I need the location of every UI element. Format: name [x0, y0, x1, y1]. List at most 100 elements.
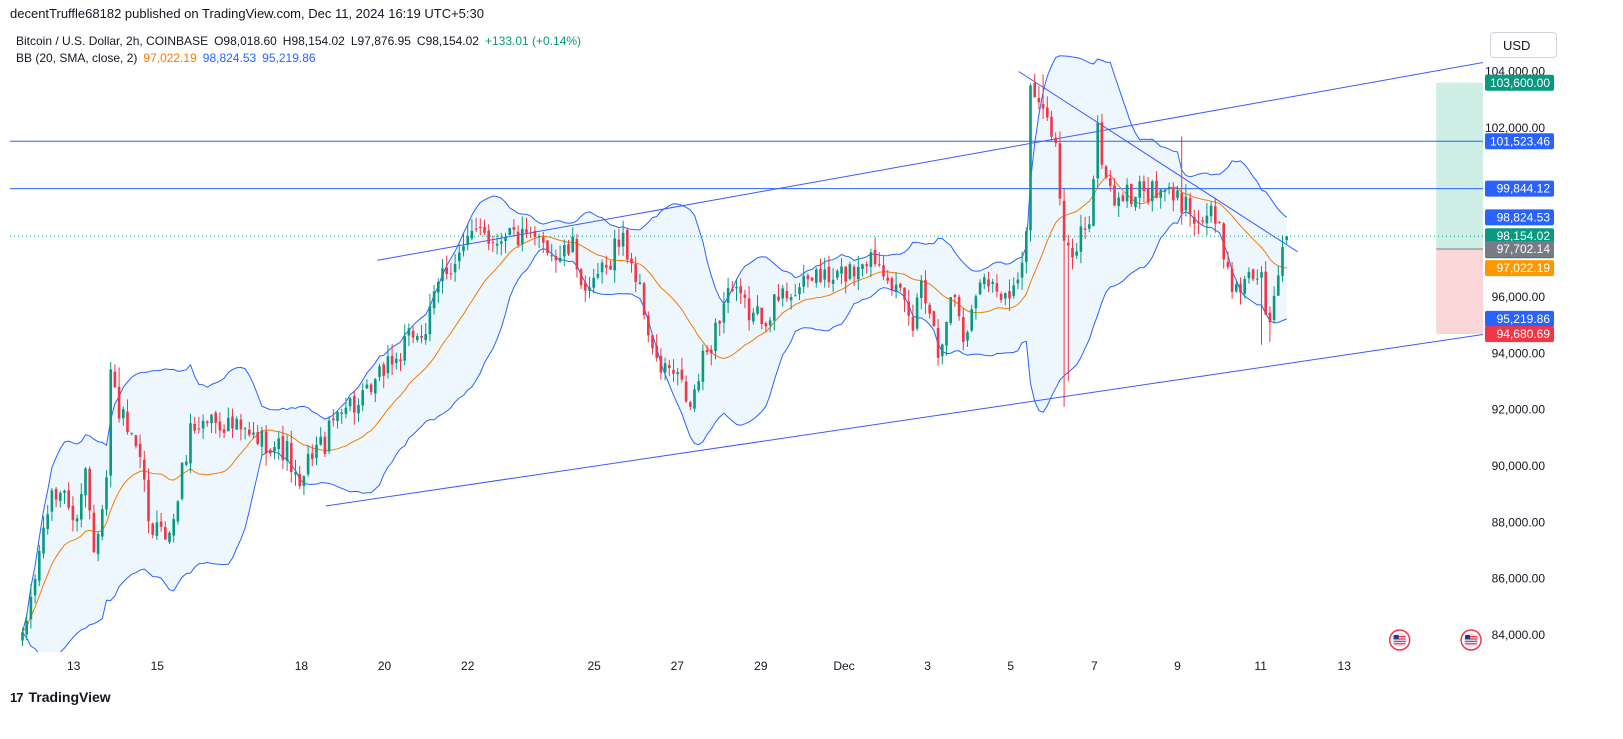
candle-body: [462, 246, 465, 252]
candle: [277, 431, 280, 460]
candle: [1016, 272, 1020, 290]
candle-body: [1075, 251, 1078, 256]
candle-body: [491, 242, 495, 244]
candle-body: [294, 472, 297, 475]
candle: [802, 264, 805, 294]
candle: [487, 224, 490, 251]
candle: [1184, 184, 1188, 217]
candle-body: [479, 226, 482, 228]
candle-body: [1121, 195, 1125, 201]
candle: [558, 245, 562, 263]
candle: [1167, 182, 1171, 195]
candle-body: [365, 384, 369, 389]
chart-legend: Bitcoin / U.S. Dollar, 2h, COINBASE O98,…: [16, 33, 581, 67]
candle-body: [428, 306, 432, 335]
candle: [1268, 306, 1272, 342]
candle: [1104, 164, 1108, 179]
candle-body: [1172, 187, 1175, 201]
candle: [88, 466, 91, 520]
candle-body: [970, 309, 973, 331]
candle-body: [894, 284, 898, 292]
x-tick-label: 13: [1338, 659, 1352, 673]
candle: [168, 531, 171, 545]
candle-body: [672, 369, 675, 374]
candle: [1260, 265, 1263, 345]
candle-body: [777, 296, 780, 301]
tp2-tag: 101,523.46: [1485, 133, 1554, 150]
candle-body: [626, 230, 629, 260]
candle-body: [521, 228, 524, 244]
candle-body: [340, 412, 343, 414]
candle-body: [668, 365, 671, 368]
candle-body: [852, 266, 856, 277]
candle: [1193, 209, 1196, 236]
candle-body: [739, 286, 742, 294]
event-flag-icon: [1388, 629, 1411, 651]
x-tick-label: 15: [151, 659, 165, 673]
candle: [903, 287, 906, 313]
candle: [420, 324, 423, 344]
candle: [1230, 261, 1234, 299]
lower-channel-line: [325, 334, 1483, 507]
candle-body: [827, 266, 831, 283]
candle-body: [495, 243, 499, 246]
candle: [1188, 192, 1192, 227]
candle: [500, 232, 503, 256]
candle-body: [75, 518, 79, 522]
candle-body: [1004, 293, 1007, 299]
candle: [260, 426, 264, 456]
candle-body: [483, 226, 486, 233]
currency-button[interactable]: USD: [1490, 32, 1557, 58]
candle: [1272, 286, 1276, 324]
candle: [407, 323, 411, 347]
candle: [533, 226, 537, 246]
candle-body: [88, 468, 91, 511]
candle-body: [1071, 248, 1074, 258]
candle: [1264, 261, 1267, 316]
candle: [747, 285, 751, 331]
candle-body: [651, 335, 654, 349]
candle: [395, 352, 398, 370]
candle: [752, 308, 755, 325]
candle: [899, 282, 902, 292]
candle: [327, 416, 331, 454]
candle: [831, 268, 835, 293]
candle: [1180, 136, 1183, 225]
candle: [1121, 192, 1125, 202]
candle-body: [642, 283, 646, 316]
candle-body: [332, 418, 335, 421]
candle: [1155, 171, 1158, 199]
candle: [466, 223, 469, 251]
candle: [882, 256, 885, 281]
symbol-label[interactable]: Bitcoin / U.S. Dollar, 2h, COINBASE: [16, 34, 209, 48]
candle: [113, 364, 117, 388]
candle: [521, 216, 524, 252]
candle-body: [886, 277, 889, 281]
candle-body: [647, 315, 650, 336]
candle-body: [689, 402, 692, 407]
candle: [453, 254, 457, 282]
candle-body: [1054, 137, 1057, 143]
candle: [1285, 236, 1288, 245]
candle: [315, 436, 318, 466]
candle: [949, 297, 952, 326]
candle-body: [206, 421, 209, 424]
candle-body: [1146, 188, 1150, 203]
candle: [1218, 221, 1221, 224]
candle: [147, 468, 150, 534]
candle-body: [726, 288, 730, 303]
candle-body: [941, 344, 944, 357]
candle-body: [722, 303, 726, 323]
candle-body: [1058, 143, 1062, 199]
candle-body: [54, 488, 58, 500]
candle-body: [1281, 247, 1284, 276]
candle-body: [210, 414, 213, 424]
candle: [1088, 215, 1091, 233]
candle-body: [420, 335, 423, 338]
candle-body: [1209, 205, 1213, 217]
bb-indicator-label[interactable]: BB (20, SMA, close, 2): [16, 51, 138, 65]
candle-body: [432, 291, 436, 309]
candle-body: [113, 371, 117, 388]
candle-body: [949, 297, 952, 324]
